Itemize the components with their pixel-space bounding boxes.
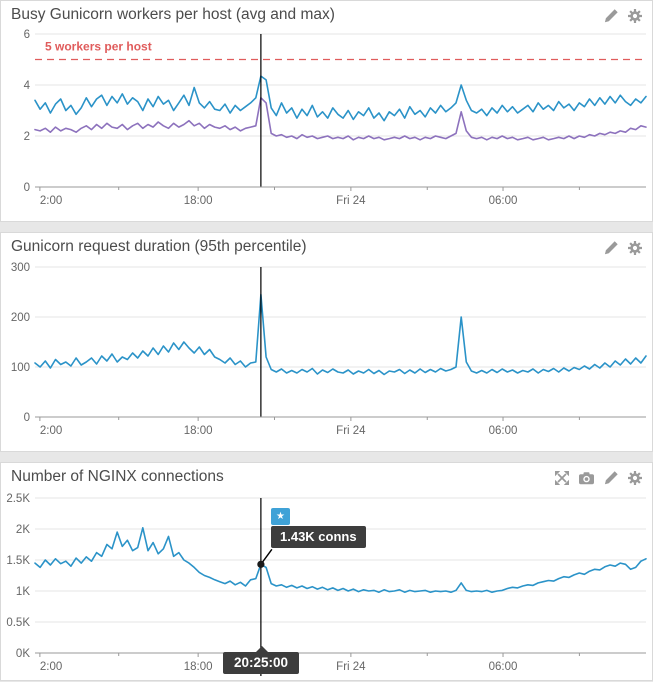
- threshold-label: 5 workers per host: [45, 40, 152, 54]
- series-avg: [34, 97, 647, 141]
- x-axis-label: 06:00: [489, 425, 518, 437]
- y-axis-label: 2.5K: [6, 493, 30, 505]
- gear-icon[interactable]: [627, 8, 643, 24]
- x-axis-label: 06:00: [489, 661, 518, 673]
- panel-title: Busy Gunicorn workers per host (avg and …: [11, 6, 335, 23]
- y-axis-label: 2K: [16, 524, 30, 536]
- x-axis-label: 2:00: [40, 195, 62, 207]
- panel-title: Gunicorn request duration (95th percenti…: [11, 238, 307, 255]
- panel-toolbar: [554, 470, 643, 486]
- x-axis-label: 2:00: [40, 425, 62, 437]
- series-max: [34, 75, 647, 122]
- gear-icon[interactable]: [627, 470, 643, 486]
- y-axis-label: 6: [24, 29, 30, 41]
- gear-icon[interactable]: [627, 240, 643, 256]
- panel-toolbar: [603, 8, 643, 24]
- y-axis-label: 2: [24, 131, 30, 143]
- panel-title: Number of NGINX connections: [11, 468, 224, 485]
- pencil-icon[interactable]: [603, 470, 619, 486]
- x-axis-label: 18:00: [184, 195, 213, 207]
- chart-busy-gunicorn-workers[interactable]: 0 2 4 6 5 workers per host 2:00 18:00 Fri 24 06:…: [1, 29, 652, 223]
- y-axis-label: 100: [11, 362, 30, 374]
- expand-icon[interactable]: [554, 470, 570, 486]
- y-axis-label: 4: [24, 80, 31, 92]
- panel-toolbar: [603, 240, 643, 256]
- y-axis-label: 200: [11, 312, 30, 324]
- x-axis-label: 06:00: [489, 195, 518, 207]
- y-axis-label: 0: [24, 412, 30, 424]
- camera-icon[interactable]: [578, 470, 595, 486]
- x-axis-label: 2:00: [40, 661, 62, 673]
- series-p95: [34, 293, 647, 376]
- x-axis-label: Fri 24: [336, 425, 366, 437]
- y-axis-label: 0.5K: [6, 617, 30, 629]
- marker-dot: [257, 560, 265, 568]
- panel-busy-gunicorn-workers: Busy Gunicorn workers per host (avg and …: [0, 0, 653, 222]
- x-axis-label: 18:00: [184, 661, 213, 673]
- chart-nginx-connections[interactable]: 0K 0.5K 1K 1.5K 2K 2.5K 2:00 18:00 Fri 24 06:00: [1, 491, 652, 682]
- pencil-icon[interactable]: [603, 8, 619, 24]
- x-axis-label: 18:00: [184, 425, 213, 437]
- panel-request-duration: Gunicorn request duration (95th percenti…: [0, 232, 653, 452]
- chart-request-duration[interactable]: 0 100 200 300 2:00 18:00 Fri 24 06:00: [1, 261, 652, 453]
- panel-nginx-connections: Number of NGINX connections 0K 0.5K 1K 1.5K…: [0, 462, 653, 681]
- star-icon: ★: [276, 511, 285, 522]
- crosshair-time-label: 20:25:00: [223, 646, 300, 674]
- pencil-icon[interactable]: [603, 240, 619, 256]
- x-axis-label: Fri 24: [336, 195, 366, 207]
- y-axis-label: 1.5K: [6, 555, 30, 567]
- y-axis-label: 0K: [16, 648, 30, 660]
- series-connections: [34, 526, 647, 593]
- x-axis-label: Fri 24: [336, 661, 366, 673]
- y-axis-label: 0: [24, 182, 30, 194]
- tooltip-value: 1.43K conns: [271, 526, 366, 548]
- y-axis-label: 1K: [16, 586, 30, 598]
- y-axis-label: 300: [11, 262, 30, 274]
- series-badge[interactable]: ★: [271, 508, 290, 525]
